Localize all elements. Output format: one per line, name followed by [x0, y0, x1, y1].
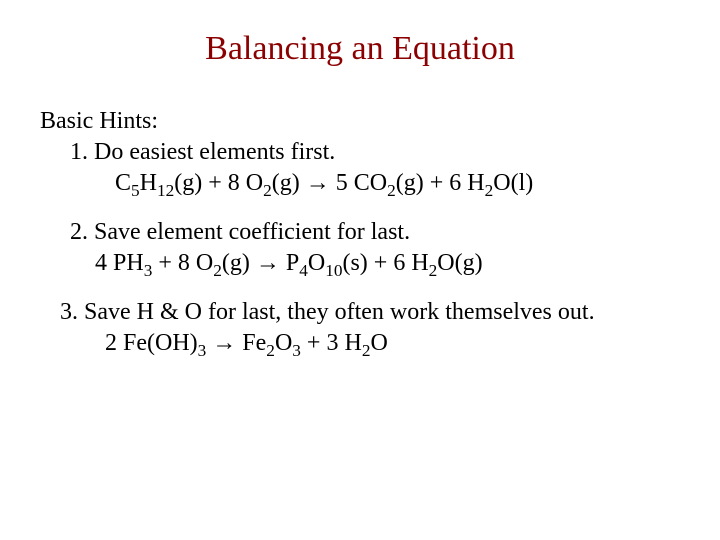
- eq1-reactant1: C5H12(g) +: [115, 170, 228, 196]
- hint-1-text: 1. Do easiest elements first.: [70, 139, 680, 166]
- eq2-product1: P4O10(s) +: [280, 250, 393, 276]
- page-title: Balancing an Equation: [40, 30, 680, 68]
- eq3-reactant1: Fe(OH)3: [117, 330, 212, 356]
- hint-2-equation: 4 PH3 + 8 O2(g) → P4O10(s) + 6 H2O(g): [95, 250, 680, 277]
- eq2-reactant1: PH3 +: [107, 250, 178, 276]
- hint-3-text: 3. Save H & O for last, they often work …: [60, 299, 680, 326]
- eq3-coef1: 2: [105, 330, 117, 356]
- eq1-coef2: 8: [228, 170, 240, 196]
- section-label: Basic Hints:: [40, 108, 680, 135]
- eq1-coef4: 6: [449, 170, 461, 196]
- eq1-arrow: →: [306, 170, 330, 196]
- eq1-product2: H2O(l): [461, 170, 533, 196]
- eq2-coef2: 8: [178, 250, 190, 276]
- slide-container: Balancing an Equation Basic Hints: 1. Do…: [0, 0, 720, 399]
- eq2-arrow: →: [256, 250, 280, 276]
- eq3-product2: H2O: [338, 330, 387, 356]
- eq2-product2: H2O(g): [405, 250, 482, 276]
- eq1-coef3: 5: [330, 170, 348, 196]
- eq3-coef3: 3: [326, 330, 338, 356]
- eq3-product1: Fe2O3 +: [236, 330, 326, 356]
- eq1-product1: CO2(g) +: [348, 170, 450, 196]
- eq1-reactant2: O2(g): [240, 170, 306, 196]
- eq2-coef1: 4: [95, 250, 107, 276]
- hint-1-equation: C5H12(g) + 8 O2(g) → 5 CO2(g) + 6 H2O(l): [115, 170, 680, 197]
- hint-3-equation: 2 Fe(OH)3 → Fe2O3 + 3 H2O: [105, 330, 680, 357]
- eq2-coef4: 6: [393, 250, 405, 276]
- eq3-arrow: →: [212, 330, 236, 356]
- eq2-reactant2: O2(g): [190, 250, 256, 276]
- hint-2-text: 2. Save element coefficient for last.: [70, 219, 680, 246]
